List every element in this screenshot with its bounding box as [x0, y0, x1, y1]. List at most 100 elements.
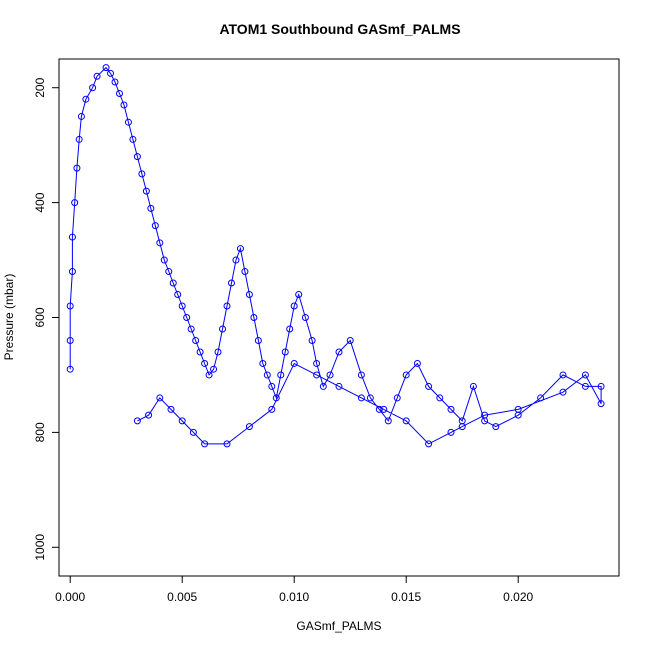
data-point	[201, 440, 209, 448]
y-tick-label: 800	[33, 422, 47, 442]
data-point	[281, 348, 289, 356]
data-point	[156, 394, 164, 402]
data-point	[66, 365, 74, 373]
data-point	[469, 382, 477, 390]
data-point	[178, 302, 186, 310]
data-point	[263, 371, 271, 379]
x-axis: 0.000 0.005 0.010 0.015 0.020	[55, 575, 534, 604]
data-point	[93, 72, 101, 80]
data-point	[174, 291, 182, 299]
data-point	[169, 279, 177, 287]
y-tick-label: 400	[33, 192, 47, 212]
x-tick-label: 0.005	[167, 590, 197, 604]
data-point	[210, 365, 218, 373]
data-point	[133, 417, 141, 425]
x-tick-label: 0.000	[55, 590, 85, 604]
data-point	[241, 268, 249, 276]
data-point	[82, 95, 90, 103]
data-point	[290, 359, 298, 367]
data-point	[492, 423, 500, 431]
data-point	[272, 394, 280, 402]
y-axis-label: Pressure (mbar)	[2, 274, 16, 361]
data-point	[425, 382, 433, 390]
data-point	[402, 417, 410, 425]
data-point	[413, 359, 421, 367]
data-point	[319, 382, 327, 390]
data-point	[277, 371, 285, 379]
y-tick-label: 600	[33, 307, 47, 327]
data-point	[102, 64, 110, 72]
data-point	[436, 394, 444, 402]
data-point	[335, 348, 343, 356]
data-point	[133, 153, 141, 161]
data-point	[295, 291, 303, 299]
data-point	[357, 371, 365, 379]
data-point	[245, 423, 253, 431]
data-point	[192, 336, 200, 344]
series-line	[69, 66, 602, 445]
data-point	[227, 279, 235, 287]
data-point	[187, 325, 195, 333]
data-point	[66, 302, 74, 310]
data-point	[120, 101, 128, 109]
data-point	[89, 84, 97, 92]
data-point	[481, 411, 489, 419]
data-point	[366, 394, 374, 402]
data-point	[375, 405, 383, 413]
data-point	[301, 314, 309, 321]
data-point	[219, 325, 227, 333]
data-point	[402, 371, 410, 379]
data-point	[335, 382, 343, 390]
data-point	[223, 440, 231, 448]
data-point	[124, 118, 132, 126]
data-point	[165, 268, 173, 276]
y-axis: 200 400 600 800 1000	[33, 77, 60, 561]
data-point	[66, 336, 74, 344]
data-point	[290, 302, 298, 310]
data-point	[559, 388, 567, 396]
data-point	[458, 423, 466, 431]
data-point	[201, 359, 209, 367]
data-point	[232, 256, 240, 264]
data-point	[107, 69, 115, 77]
x-tick-label: 0.010	[279, 590, 309, 604]
data-point	[129, 135, 137, 143]
data-point	[357, 394, 365, 402]
data-point	[223, 302, 231, 310]
data-point	[214, 348, 222, 356]
data-point	[254, 336, 262, 344]
data-point	[286, 325, 294, 333]
data-point	[68, 268, 76, 276]
data-point	[581, 382, 589, 390]
data-point	[205, 371, 213, 379]
data-point	[259, 359, 267, 367]
data-point	[313, 359, 321, 367]
plot-area	[66, 64, 605, 448]
data-point	[597, 400, 605, 408]
data-point	[425, 440, 433, 448]
data-point	[384, 417, 392, 425]
y-tick-label: 1000	[33, 534, 47, 561]
data-point	[138, 170, 146, 178]
data-point	[111, 78, 119, 86]
data-point	[308, 336, 316, 344]
plot-frame	[58, 58, 620, 577]
data-point	[245, 291, 253, 299]
data-point	[268, 382, 276, 390]
data-point	[196, 348, 204, 356]
data-point	[73, 164, 81, 172]
x-tick-label: 0.015	[391, 590, 421, 604]
data-point	[77, 112, 85, 120]
data-point	[71, 199, 79, 207]
data-point	[393, 394, 401, 402]
data-point	[156, 239, 164, 247]
data-point	[167, 405, 175, 413]
data-point	[447, 428, 455, 436]
data-point	[147, 204, 155, 212]
data-point	[559, 371, 567, 379]
data-point	[145, 411, 153, 419]
data-point	[313, 371, 321, 379]
data-point	[581, 371, 589, 379]
data-point	[75, 135, 83, 143]
